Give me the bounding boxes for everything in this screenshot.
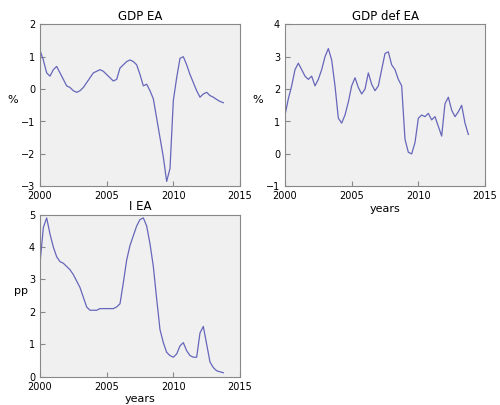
Title: GDP EA: GDP EA xyxy=(118,10,162,23)
Y-axis label: %: % xyxy=(7,95,18,105)
X-axis label: years: years xyxy=(370,204,400,214)
Y-axis label: pp: pp xyxy=(14,286,28,296)
Title: I EA: I EA xyxy=(129,200,151,213)
Title: GDP def EA: GDP def EA xyxy=(352,10,418,23)
X-axis label: years: years xyxy=(124,394,156,404)
Y-axis label: %: % xyxy=(252,95,263,105)
